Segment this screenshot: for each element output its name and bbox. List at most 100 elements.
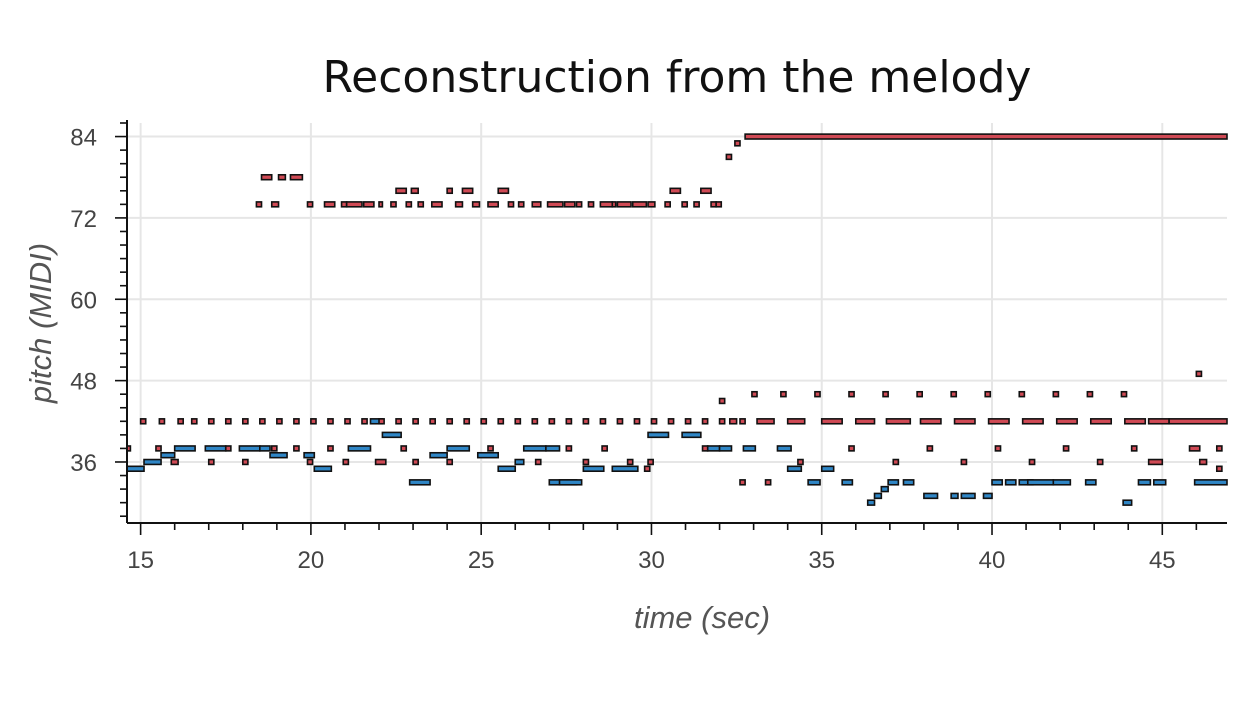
note-mark bbox=[1147, 418, 1170, 425]
note-mark bbox=[160, 451, 176, 459]
note-mark bbox=[626, 458, 634, 466]
note-mark bbox=[313, 465, 333, 473]
note-mark bbox=[534, 458, 542, 466]
note-mark bbox=[647, 458, 654, 466]
note-mark bbox=[669, 187, 682, 195]
note-mark bbox=[1018, 390, 1026, 398]
note-mark bbox=[1062, 445, 1070, 452]
note-mark bbox=[342, 458, 350, 466]
note-mark bbox=[461, 187, 474, 195]
y-tick-label: 84 bbox=[70, 125, 97, 152]
note-mark bbox=[446, 418, 454, 425]
note-mark bbox=[345, 201, 363, 208]
note-mark bbox=[739, 479, 746, 486]
note-mark bbox=[820, 465, 835, 473]
note-mark bbox=[471, 201, 481, 208]
note-mark bbox=[611, 201, 617, 208]
note-mark bbox=[259, 445, 271, 452]
note-mark bbox=[718, 397, 726, 405]
note-mark bbox=[848, 390, 855, 398]
note-mark bbox=[143, 458, 162, 466]
note-mark bbox=[1137, 479, 1152, 486]
note-mark bbox=[601, 445, 608, 452]
note-mark bbox=[950, 492, 959, 500]
note-mark bbox=[446, 458, 454, 466]
note-mark bbox=[238, 445, 261, 452]
note-mark bbox=[728, 418, 738, 425]
x-tick-label: 35 bbox=[808, 547, 835, 574]
note-mark bbox=[681, 431, 702, 439]
note-mark bbox=[582, 458, 590, 466]
note-mark bbox=[916, 390, 924, 398]
note-mark bbox=[953, 418, 976, 425]
note-mark bbox=[633, 418, 641, 425]
note-mark bbox=[744, 133, 1228, 140]
note-mark bbox=[207, 458, 215, 466]
note-mark bbox=[270, 201, 280, 208]
note-mark bbox=[374, 458, 387, 466]
note-mark bbox=[558, 479, 583, 486]
note-mark bbox=[786, 418, 806, 425]
note-mark bbox=[446, 187, 454, 195]
note-mark bbox=[1089, 418, 1113, 425]
note-mark bbox=[190, 418, 198, 425]
note-mark bbox=[650, 418, 658, 425]
note-mark bbox=[643, 465, 651, 473]
note-mark bbox=[344, 418, 351, 425]
note-mark bbox=[306, 458, 314, 466]
x-axis-title: time (sec) bbox=[634, 600, 770, 635]
note-mark bbox=[517, 201, 525, 208]
note-mark bbox=[1026, 479, 1055, 486]
note-mark bbox=[514, 418, 522, 425]
note-mark bbox=[786, 465, 803, 473]
note-mark bbox=[378, 418, 385, 425]
note-mark bbox=[531, 418, 539, 425]
note-mark bbox=[734, 140, 741, 147]
note-mark bbox=[565, 418, 573, 425]
note-mark bbox=[1052, 390, 1060, 398]
note-mark bbox=[751, 390, 758, 398]
note-mark bbox=[563, 201, 576, 208]
note-mark bbox=[173, 445, 196, 452]
note-mark bbox=[950, 390, 958, 398]
note-mark bbox=[158, 418, 166, 425]
note-mark bbox=[408, 479, 431, 486]
note-mark bbox=[514, 458, 525, 466]
note-mark bbox=[631, 201, 648, 208]
note-mark bbox=[395, 418, 402, 425]
note-mark bbox=[616, 418, 624, 425]
note-mark bbox=[715, 201, 723, 208]
note-mark bbox=[885, 418, 912, 425]
note-mark bbox=[361, 418, 368, 425]
grid bbox=[127, 123, 1227, 523]
note-mark bbox=[882, 390, 889, 398]
note-mark bbox=[224, 445, 232, 452]
note-mark bbox=[1168, 418, 1228, 425]
note-mark bbox=[1052, 479, 1072, 486]
note-mark bbox=[575, 201, 583, 208]
note-mark bbox=[1193, 479, 1228, 486]
note-mark bbox=[919, 418, 942, 425]
note-mark bbox=[923, 492, 939, 500]
note-mark bbox=[390, 201, 397, 208]
note-mark bbox=[866, 499, 876, 506]
note-mark bbox=[497, 465, 517, 473]
note-mark bbox=[599, 418, 607, 425]
note-mark bbox=[1120, 390, 1128, 398]
note-mark bbox=[987, 418, 1010, 425]
note-mark bbox=[1215, 465, 1223, 473]
note-mark bbox=[400, 445, 408, 452]
note-mark bbox=[487, 201, 500, 208]
note-mark bbox=[204, 445, 227, 452]
note-mark bbox=[1086, 390, 1094, 398]
note-mark bbox=[701, 418, 709, 425]
note-mark bbox=[293, 418, 300, 425]
note-mark bbox=[664, 201, 671, 208]
note-mark bbox=[139, 418, 147, 425]
note-mark bbox=[807, 479, 821, 486]
y-tick-label: 72 bbox=[70, 206, 97, 233]
note-mark bbox=[667, 418, 675, 425]
note-mark bbox=[1055, 418, 1078, 425]
note-mark bbox=[395, 187, 408, 195]
note-mark bbox=[410, 187, 419, 195]
